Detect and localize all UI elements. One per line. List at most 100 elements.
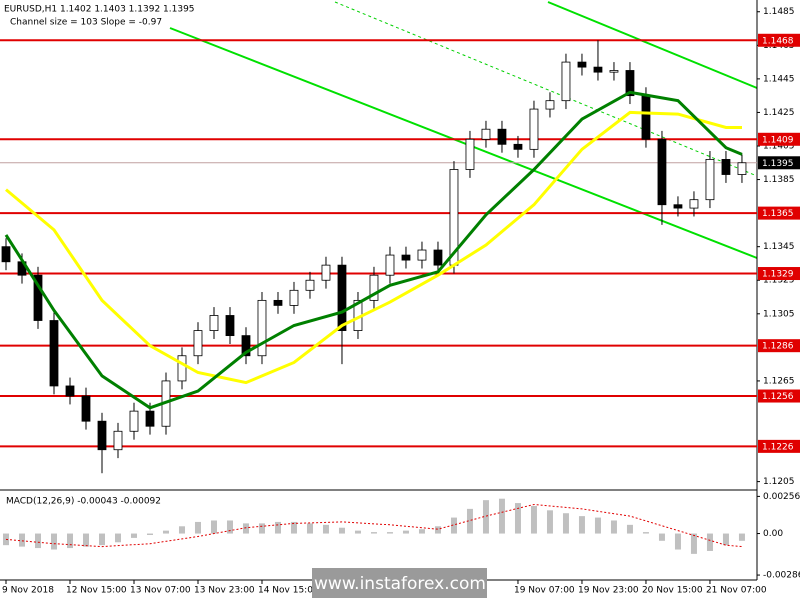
- macd-bar: [178, 526, 185, 534]
- candle-body: [145, 410, 155, 427]
- candle-body: [1, 246, 11, 263]
- macd-bar: [34, 533, 41, 549]
- candle-body: [593, 66, 603, 73]
- level-tag: [758, 439, 800, 453]
- channel-lower: [169, 27, 758, 259]
- level-label: 1.1468: [762, 36, 794, 46]
- watermark: www.instaforex.com: [312, 568, 487, 598]
- macd-bar: [50, 533, 57, 550]
- macd-bar: [226, 520, 233, 534]
- candle-body: [305, 279, 315, 291]
- macd-bar: [466, 508, 473, 534]
- candle-body: [561, 61, 571, 102]
- candle-body: [737, 162, 747, 175]
- x-tick-label: 19 Nov 07:00: [514, 586, 575, 596]
- candle-body: [401, 254, 411, 261]
- candle-body: [673, 204, 683, 209]
- candle-body: [689, 199, 699, 209]
- macd-bar: [562, 513, 569, 534]
- macd-bar: [2, 533, 9, 546]
- macd-bar: [722, 533, 729, 546]
- y-tick-label: 1.1385: [763, 175, 795, 185]
- candle-body: [369, 274, 379, 301]
- x-tick-label: 13 Nov 23:00: [194, 586, 255, 596]
- y-tick-label: 1.1445: [763, 74, 795, 84]
- macd-bar: [482, 500, 489, 534]
- candle-body: [65, 385, 75, 397]
- y-tick-label: 1.1325: [763, 276, 795, 286]
- candle-body: [385, 254, 395, 276]
- macd-bar: [194, 521, 201, 534]
- y-tick-label: 1.1265: [763, 376, 795, 386]
- macd-bar: [610, 520, 617, 534]
- y-tick-label: 1.1485: [763, 7, 795, 17]
- current-price-tag: [758, 156, 800, 170]
- candle-body: [241, 335, 251, 357]
- candle-body: [273, 299, 283, 306]
- macd-bar: [162, 530, 169, 534]
- macd-y-tick-label: -0.00286: [763, 571, 800, 581]
- candle-body: [529, 108, 539, 150]
- macd-bar: [210, 520, 217, 534]
- macd-bar: [450, 517, 457, 534]
- x-tick-label: 19 Nov 23:00: [578, 586, 639, 596]
- level-tag: [758, 267, 800, 281]
- x-tick-label: 9 Nov 2018: [2, 586, 54, 596]
- macd-bar: [658, 533, 665, 541]
- y-tick-label: 1.1305: [763, 309, 795, 319]
- level-tag: [758, 339, 800, 353]
- candle-body: [577, 61, 587, 68]
- macd-bar: [738, 533, 745, 541]
- candle-body: [81, 395, 91, 422]
- y-tick-label: 1.1405: [763, 141, 795, 151]
- y-tick-label: 1.1345: [763, 242, 795, 252]
- candle-body: [609, 70, 619, 73]
- level-label: 1.1329: [762, 270, 794, 280]
- x-tick-label: 20 Nov 15:00: [642, 586, 703, 596]
- macd-bar: [114, 533, 121, 543]
- candle-body: [497, 128, 507, 145]
- candle-body: [33, 274, 43, 321]
- candle-body: [337, 264, 347, 331]
- macd-bar: [498, 498, 505, 534]
- level-label: 1.1226: [762, 442, 794, 452]
- candle-body: [113, 430, 123, 451]
- level-label: 1.1409: [762, 135, 794, 145]
- macd-bar: [690, 533, 697, 554]
- moving-average: [5, 110, 742, 385]
- level-label: 1.1256: [762, 392, 794, 402]
- candle-body: [321, 264, 331, 281]
- macd-bar: [130, 533, 137, 538]
- watermark-box: [312, 568, 487, 598]
- level-label: 1.1365: [762, 209, 794, 219]
- candle-body: [289, 289, 299, 306]
- macd-bar: [434, 526, 441, 534]
- y-tick-label: 1.1425: [763, 108, 795, 118]
- macd-bar: [514, 503, 521, 534]
- candle-body: [209, 315, 219, 331]
- macd-bar: [18, 533, 25, 547]
- macd-bar: [546, 510, 553, 534]
- candle-body: [225, 315, 235, 337]
- macd-bar: [674, 533, 681, 550]
- macd-y-tick-label: 0.00256: [763, 492, 800, 502]
- channel-center: [334, 1, 758, 177]
- watermark-text: www.instaforex.com: [314, 574, 486, 594]
- candle-body: [545, 100, 555, 110]
- macd-bar: [66, 533, 73, 549]
- chart-title: EURUSD,H1 1.1402 1.1403 1.1392 1.1395: [4, 5, 195, 15]
- macd-bar: [370, 532, 377, 534]
- level-tag: [758, 132, 800, 146]
- x-tick-label: 13 Nov 07:00: [130, 586, 191, 596]
- macd-bar: [594, 517, 601, 534]
- level-tag: [758, 389, 800, 403]
- macd-bar: [82, 533, 89, 547]
- candle-body: [481, 128, 491, 140]
- current-price-label: 1.1395: [762, 159, 794, 169]
- macd-bar: [578, 516, 585, 534]
- macd-bar: [290, 521, 297, 534]
- macd-bar: [274, 521, 281, 534]
- channel-upper: [547, 1, 758, 89]
